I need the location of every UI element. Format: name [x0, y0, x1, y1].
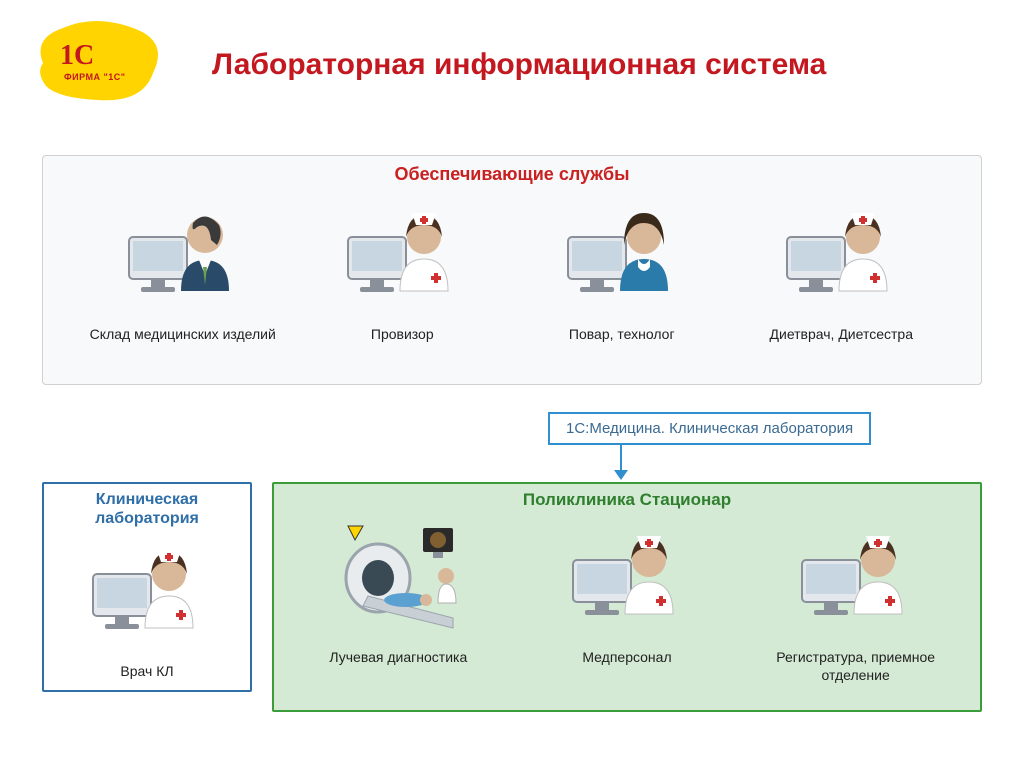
- role-registration: Регистратура, приемное отделение: [756, 518, 956, 684]
- role-label: Медперсонал: [582, 648, 671, 666]
- clinical-lab-panel: Клиническая лаборатория Врач КЛ: [42, 482, 252, 692]
- role-provisor: Провизор: [302, 195, 502, 343]
- nurse-computer-icon: [342, 195, 462, 315]
- support-services-title: Обеспечивающие службы: [43, 164, 981, 185]
- role-radiology: Лучевая диагностика: [298, 518, 498, 684]
- person-computer-icon: [123, 195, 243, 315]
- role-label: Врач КЛ: [120, 662, 173, 680]
- nurse-computer-icon: [796, 518, 916, 638]
- role-label: Повар, технолог: [569, 325, 675, 343]
- callout-clinical-lab: 1С:Медицина. Клиническая лаборатория: [548, 412, 871, 445]
- page-title: Лабораторная информационная система: [212, 48, 826, 82]
- role-label: Регистратура, приемное отделение: [756, 648, 956, 684]
- nurse-computer-icon: [567, 518, 687, 638]
- nurse-computer-icon: [781, 195, 901, 315]
- role-label: Диетврач, Диетсестра: [770, 325, 913, 343]
- role-label: Лучевая диагностика: [329, 648, 467, 666]
- role-cook: Повар, технолог: [522, 195, 722, 343]
- clinical-lab-title: Клиническая лаборатория: [44, 490, 250, 528]
- woman-computer-icon: [562, 195, 682, 315]
- logo-company-text: ФИРМА "1С": [64, 72, 126, 82]
- logo-1c: 1С ФИРМА "1С": [28, 18, 168, 108]
- polyclinic-panel: Поликлиника Стационар: [272, 482, 982, 712]
- role-label: Склад медицинских изделий: [90, 325, 276, 343]
- role-diet: Диетврач, Диетсестра: [741, 195, 941, 343]
- polyclinic-title: Поликлиника Стационар: [274, 490, 980, 510]
- support-services-panel: Обеспечивающие службы Склад: [42, 155, 982, 385]
- mri-scanner-icon: [328, 518, 468, 638]
- connector-arrow-icon: [614, 470, 628, 480]
- nurse-computer-icon: [87, 532, 207, 652]
- role-medstaff: Медперсонал: [527, 518, 727, 684]
- support-services-row: Склад медицинских изделий Провизор: [43, 195, 981, 343]
- role-warehouse: Склад медицинских изделий: [83, 195, 283, 343]
- role-label: Провизор: [371, 325, 434, 343]
- polyclinic-row: Лучевая диагностика Медперсонал: [274, 518, 980, 684]
- logo-brand-text: 1С: [60, 40, 94, 72]
